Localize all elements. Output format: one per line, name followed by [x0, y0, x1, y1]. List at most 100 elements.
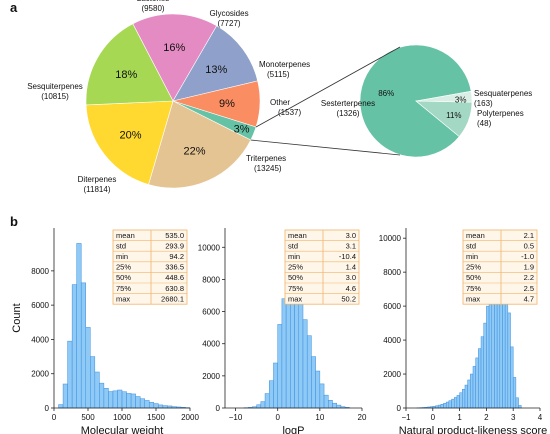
stats-table: [284, 229, 360, 305]
histogram-bar: [512, 377, 517, 409]
histogram-bar: [336, 404, 342, 409]
stats-label-50pct: 50%: [288, 273, 303, 282]
stats-label-std: std: [116, 241, 126, 250]
histogram-bar: [440, 404, 444, 409]
histogram-bar: [437, 404, 442, 409]
histogram-bar: [76, 243, 82, 409]
pie-slice-diterpenes: [85, 100, 174, 185]
stats-label-25pct: 25%: [288, 263, 303, 272]
sub-pie-label-sesquaterpenes: Sesquaterpenes: [474, 89, 532, 98]
x-axis-label: logP: [282, 425, 304, 434]
pie-label-triterpenes: Triterpenes: [246, 154, 286, 163]
y-tick-label: 2000: [202, 372, 220, 381]
pie-slice-glycosides: [172, 25, 259, 102]
histogram-bar: [99, 382, 105, 409]
histogram-bar: [319, 383, 325, 409]
x-tick-label: 3: [511, 413, 516, 422]
histogram-bar: [480, 336, 484, 409]
pie-percent-other: 3%: [234, 124, 250, 136]
histogram-bar: [323, 394, 329, 409]
histogram-bar: [451, 398, 455, 409]
connector-line-top: [255, 46, 401, 128]
histogram-bar: [108, 391, 114, 409]
pie-label-diterpenes: Diterpenes: [78, 175, 117, 184]
y-tick-label: 0: [216, 404, 221, 413]
stats-label-mean: mean: [116, 231, 135, 240]
histogram-bar: [148, 402, 155, 409]
y-tick-label: 2000: [383, 370, 401, 379]
stats-value-75pct: 2.5: [524, 284, 534, 293]
stats-label-min: min: [116, 252, 128, 261]
pie-count-glycosides: (7727): [217, 19, 240, 28]
connector-line-bottom: [250, 139, 401, 156]
stats-label-mean: mean: [288, 231, 307, 240]
stats-value-75pct: 630.8: [165, 284, 184, 293]
histogram-bar: [158, 404, 164, 409]
y-tick-label: 8000: [383, 268, 401, 277]
pie-label-lactones: Lactones: [137, 0, 169, 3]
panel-label-a: a: [10, 0, 18, 15]
y-tick-label: 8000: [31, 267, 49, 276]
histogram-bar: [58, 404, 64, 409]
histogram-bar: [269, 380, 274, 409]
histogram-bar: [80, 282, 86, 409]
y-tick-label: 4000: [31, 335, 49, 344]
histogram-bar: [256, 404, 262, 409]
stats-table: [112, 229, 188, 305]
y-tick-label: 0: [397, 404, 402, 413]
pie-count-triterpenes: (13245): [254, 164, 282, 173]
pie-slice-lactones: [132, 13, 218, 102]
stats-value-25pct: 1.9: [524, 263, 534, 272]
histogram-bar: [483, 322, 487, 409]
stats-value-75pct: 4.6: [346, 284, 356, 293]
sub-pie-percent-polyterpenes: 3%: [455, 96, 467, 105]
y-tick-label: 6000: [31, 301, 49, 310]
histogram-bar: [448, 400, 452, 409]
stats-value-min: 94.2: [169, 252, 184, 261]
sub-pie-percent-sesterterpenes: 86%: [378, 89, 394, 98]
stats-label-75pct: 75%: [466, 284, 481, 293]
stats-label-75pct: 75%: [288, 284, 303, 293]
histogram-bar: [475, 357, 479, 409]
x-axis-label: Molecular weight: [81, 425, 164, 434]
histogram-2: [222, 228, 363, 411]
stats-label-50pct: 50%: [466, 273, 481, 282]
histogram-1: [51, 228, 191, 411]
histogram-bar: [464, 384, 468, 409]
histogram-bar: [443, 402, 447, 409]
histogram-bar: [139, 398, 145, 409]
x-tick-label: 500: [81, 413, 95, 422]
stats-value-50pct: 2.2: [524, 273, 534, 282]
histogram-bar: [264, 393, 270, 409]
histogram-bar: [273, 362, 278, 409]
histogram-bar: [488, 288, 493, 409]
stats-value-min: -10.4: [339, 252, 356, 261]
main-pie-chart: [85, 13, 261, 189]
histogram-bar: [507, 312, 511, 409]
pie-label-monoterpenes: Monoterpenes: [259, 60, 310, 69]
histogram-bar: [130, 393, 136, 409]
histogram-bar: [315, 370, 321, 409]
histogram-bar: [117, 389, 123, 409]
pie-count-sesquiterpenes: (10815): [41, 92, 69, 101]
stats-value-std: 293.9: [165, 241, 184, 250]
histogram-bar: [90, 356, 96, 409]
pie-percent-sesquiterpenes: 18%: [115, 69, 137, 81]
histogram-bar: [459, 392, 463, 409]
histogram-bar: [281, 298, 287, 409]
stats-value-50pct: 3.0: [346, 273, 356, 282]
histogram-bar: [153, 403, 159, 409]
pie-count-monoterpenes: (5115): [267, 70, 290, 79]
histogram-bar: [486, 305, 490, 409]
pie-percent-monoterpenes: 9%: [219, 98, 235, 110]
stats-label-mean: mean: [466, 231, 485, 240]
histogram-bar: [456, 395, 460, 409]
histogram-bar: [472, 366, 476, 409]
histogram-bar: [62, 383, 68, 409]
pie-slice-sesquiterpenes: [85, 23, 174, 106]
pie-percent-diterpenes: 20%: [120, 129, 142, 141]
histogram-bar: [103, 388, 109, 409]
stats-table: [462, 229, 538, 305]
stats-label-max: max: [116, 294, 130, 303]
sub-pie-label-sesterterpenes: Sesterterpenes: [321, 99, 375, 108]
